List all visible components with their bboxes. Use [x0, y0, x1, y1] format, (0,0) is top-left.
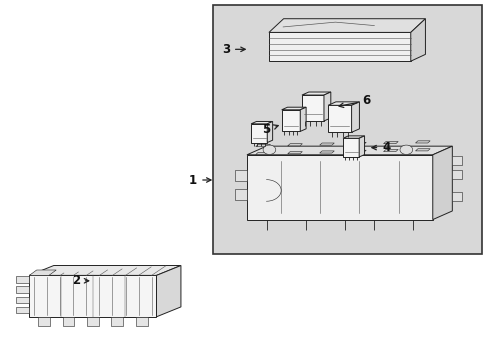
- Polygon shape: [451, 156, 461, 165]
- Polygon shape: [281, 110, 300, 131]
- Polygon shape: [383, 149, 397, 152]
- Polygon shape: [323, 92, 330, 121]
- Polygon shape: [327, 102, 359, 105]
- Polygon shape: [111, 317, 123, 326]
- Polygon shape: [302, 92, 330, 95]
- Text: 4: 4: [371, 141, 389, 154]
- Polygon shape: [319, 143, 334, 145]
- Polygon shape: [351, 150, 366, 152]
- Bar: [212, 5, 481, 254]
- Polygon shape: [136, 317, 147, 326]
- Polygon shape: [268, 32, 410, 61]
- Polygon shape: [16, 297, 29, 303]
- Polygon shape: [156, 266, 181, 317]
- Polygon shape: [251, 124, 266, 143]
- Polygon shape: [16, 276, 29, 283]
- Circle shape: [263, 145, 275, 154]
- Text: 1: 1: [189, 174, 210, 186]
- Polygon shape: [281, 107, 305, 110]
- Text: 5: 5: [262, 123, 278, 136]
- Polygon shape: [234, 189, 246, 200]
- Polygon shape: [351, 102, 359, 132]
- Polygon shape: [62, 317, 74, 326]
- Polygon shape: [287, 144, 302, 146]
- Text: 2: 2: [72, 274, 88, 287]
- Polygon shape: [415, 141, 429, 143]
- Polygon shape: [246, 155, 432, 220]
- Bar: [212, 5, 481, 254]
- Polygon shape: [266, 121, 272, 143]
- Polygon shape: [410, 19, 425, 61]
- Polygon shape: [302, 95, 323, 121]
- Polygon shape: [255, 152, 270, 154]
- Polygon shape: [351, 142, 366, 144]
- Polygon shape: [29, 270, 56, 275]
- Polygon shape: [246, 146, 451, 155]
- Polygon shape: [358, 136, 364, 157]
- Polygon shape: [234, 170, 246, 181]
- Polygon shape: [38, 317, 50, 326]
- Polygon shape: [343, 136, 364, 138]
- Polygon shape: [255, 144, 270, 147]
- Polygon shape: [16, 307, 29, 313]
- Polygon shape: [251, 121, 272, 124]
- Polygon shape: [432, 146, 451, 220]
- Polygon shape: [451, 192, 461, 201]
- Circle shape: [346, 145, 358, 154]
- Polygon shape: [87, 317, 99, 326]
- Text: 6: 6: [338, 94, 370, 108]
- Polygon shape: [383, 141, 397, 144]
- Circle shape: [399, 145, 412, 154]
- Polygon shape: [300, 107, 305, 131]
- Polygon shape: [268, 19, 425, 32]
- Polygon shape: [16, 286, 29, 293]
- Polygon shape: [29, 266, 181, 275]
- Polygon shape: [287, 152, 302, 154]
- Text: 3: 3: [222, 43, 244, 56]
- Polygon shape: [327, 105, 351, 132]
- Polygon shape: [29, 275, 156, 317]
- Polygon shape: [319, 151, 334, 153]
- Polygon shape: [415, 149, 429, 151]
- Polygon shape: [451, 170, 461, 179]
- Polygon shape: [343, 138, 358, 157]
